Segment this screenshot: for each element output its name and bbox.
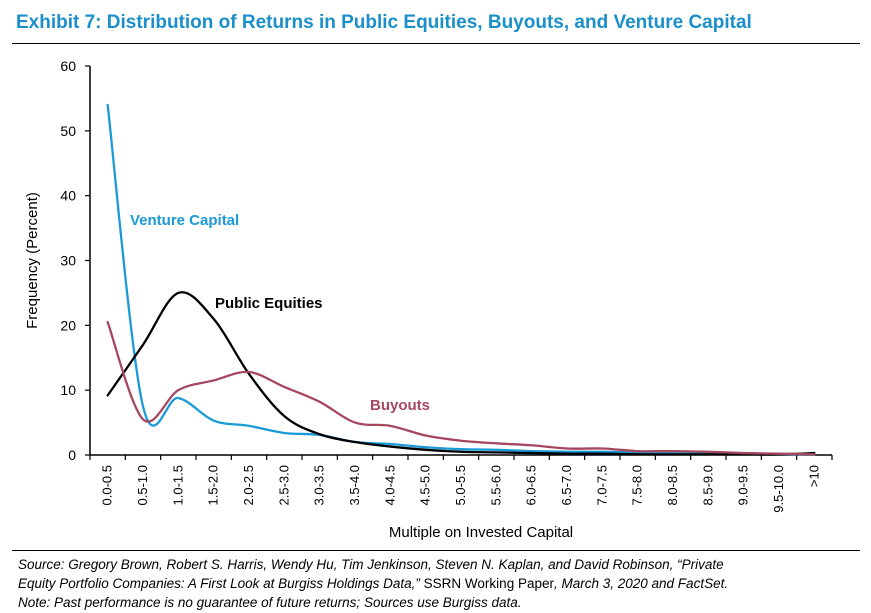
x-tick-label: 2.5-3.0 <box>276 465 291 505</box>
x-tick-label: 9.5-10.0 <box>771 465 786 513</box>
x-tick-label: 4.5-5.0 <box>418 465 433 505</box>
footer: Source: Gregory Brown, Robert S. Harris,… <box>18 555 728 612</box>
x-tick-label: 8.5-9.0 <box>700 465 715 505</box>
series-label-venture-capital: Venture Capital <box>130 212 239 229</box>
source-line-1: Source: Gregory Brown, Robert S. Harris,… <box>18 555 728 574</box>
x-tick-label: 0.5-1.0 <box>135 465 150 505</box>
source-text-2b: SSRN Working Paper <box>419 576 554 591</box>
chart-title: Exhibit 7: Distribution of Returns in Pu… <box>16 12 752 33</box>
series-label-buyouts: Buyouts <box>370 397 430 414</box>
x-axis-title: Multiple on Invested Capital <box>389 524 573 541</box>
x-tick-label: 2.0-2.5 <box>241 465 256 505</box>
note-line: Note: Past performance is no guarantee o… <box>18 593 728 612</box>
x-tick-label: 6.5-7.0 <box>559 465 574 505</box>
y-tick-label: 0 <box>68 447 76 463</box>
x-tick-label: 5.5-6.0 <box>488 465 503 505</box>
series-line-venture-capital <box>106 103 816 456</box>
note-text: Note: Past performance is no guarantee o… <box>18 595 522 610</box>
title-divider <box>12 43 860 44</box>
series-line-buyouts <box>106 320 816 456</box>
line-chart: 0 10 20 30 40 50 60 0.0-0.5 0.5-1.0 1.0-1.5 1.5-2.… <box>24 58 833 541</box>
x-tick-label: 1.0-1.5 <box>170 465 185 505</box>
source-text-2c: , March 3, 2020 and FactSet. <box>553 576 729 591</box>
series-label-public-equities: Public Equities <box>215 295 323 312</box>
y-tick-label: 20 <box>60 317 76 333</box>
x-tick-label: 8.0-8.5 <box>665 465 680 505</box>
y-tick-label: 30 <box>60 253 76 269</box>
y-tick-label: 60 <box>60 58 76 74</box>
footer-divider <box>12 550 860 551</box>
source-line-2: Equity Portfolio Companies: A First Look… <box>18 574 728 593</box>
x-tick-label: 4.0-4.5 <box>382 465 397 505</box>
x-tick-label: >10 <box>806 465 821 487</box>
x-tick-label: 7.5-8.0 <box>630 465 645 505</box>
series-line-public-equities <box>106 291 816 456</box>
x-tick-label: 3.5-4.0 <box>347 465 362 505</box>
x-tick-label: 9.0-9.5 <box>736 465 751 505</box>
source-text-2a: Equity Portfolio Companies: A First Look… <box>18 576 420 591</box>
y-tick-label: 40 <box>60 188 76 204</box>
y-axis-title: Frequency (Percent) <box>24 192 41 329</box>
x-tick-label: 0.0-0.5 <box>100 465 115 505</box>
x-tick-label: 7.0-7.5 <box>594 465 609 505</box>
x-tick-label: 3.0-3.5 <box>312 465 327 505</box>
x-tick-label: 1.5-2.0 <box>206 465 221 505</box>
y-tick-label: 10 <box>60 382 76 398</box>
x-tick-label: 5.0-5.5 <box>453 465 468 505</box>
source-text-1: Source: Gregory Brown, Robert S. Harris,… <box>18 557 724 572</box>
x-tick-label: 6.0-6.5 <box>524 465 539 505</box>
y-tick-label: 50 <box>60 123 76 139</box>
